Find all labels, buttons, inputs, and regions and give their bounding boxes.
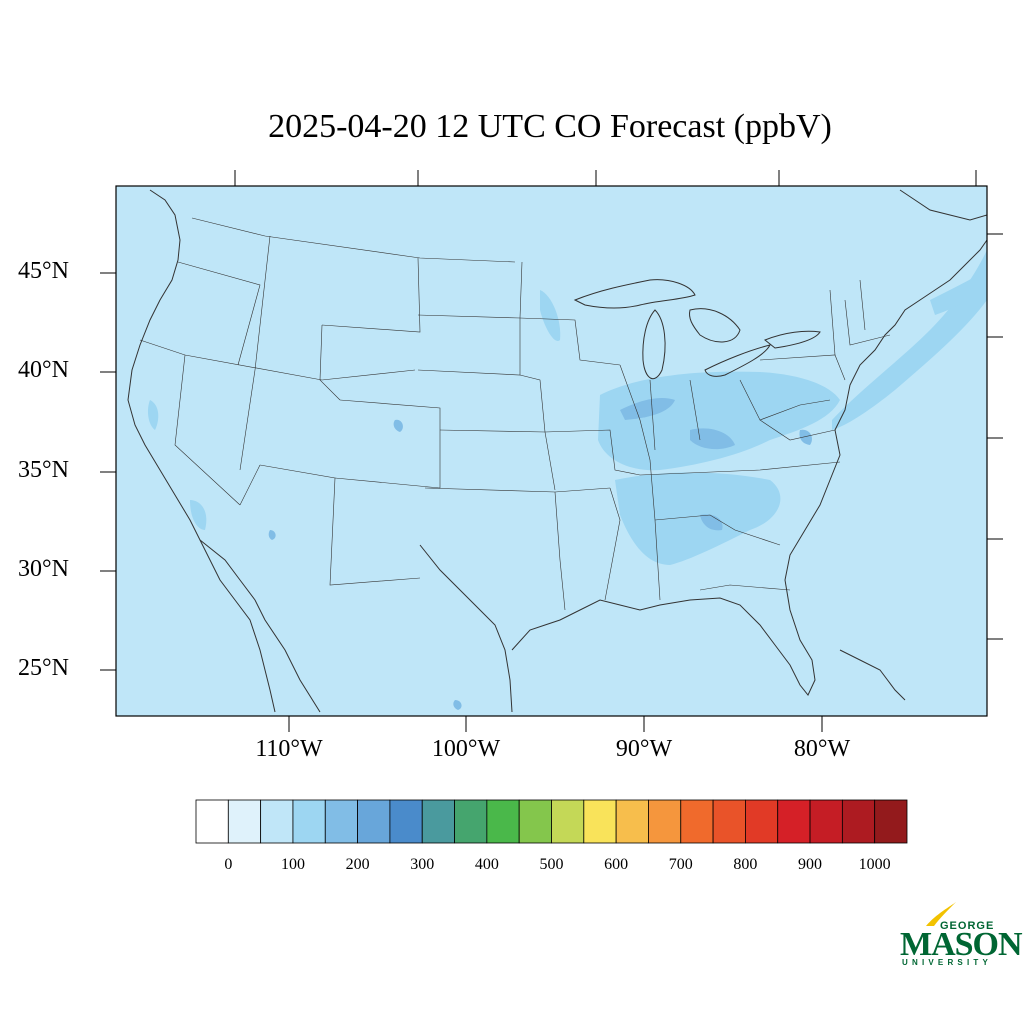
colorbar-tick-label: 500: [539, 856, 564, 873]
colorbar-tick-label: 800: [733, 856, 758, 873]
great-lakes: [573, 279, 821, 380]
map-frame: [115, 185, 988, 717]
logo-george: GEORGE: [940, 920, 995, 932]
plume-socal: [190, 500, 207, 530]
lat-label-45: 45°N: [18, 258, 69, 284]
colorbar-tick-label: 600: [604, 856, 629, 873]
coastlines: [127, 189, 987, 713]
lat-label-35: 35°N: [18, 457, 69, 483]
plume-maine: [930, 270, 987, 315]
colorbar-tick-label: 1000: [858, 856, 891, 873]
colorbar-tick-label: 700: [668, 856, 693, 873]
logo-mason: MASON: [900, 926, 1023, 963]
lon-label-80w: 80°W: [793, 736, 851, 762]
state-boundaries: [139, 217, 891, 611]
map-background: [116, 186, 987, 716]
colorbar-tick-label: 0: [224, 856, 233, 873]
lat-label-25: 25°N: [18, 655, 69, 681]
lon-label-90w: 90°W: [615, 736, 673, 762]
co-hotspots: [268, 398, 812, 710]
lat-label-40: 40°N: [18, 357, 69, 383]
plume-midwest: [540, 290, 561, 341]
colorbar-tick-label: 900: [798, 856, 823, 873]
colorbar-tick-label: 400: [474, 856, 499, 873]
colorbar-tick-label: 200: [345, 856, 370, 873]
colorbar-tick-label: 100: [280, 856, 305, 873]
map-title: 2025-04-20 12 UTC CO Forecast (ppbV): [268, 108, 832, 145]
plume-atlantic: [832, 250, 987, 430]
lon-label-110w: 110°W: [255, 736, 323, 762]
lon-label-100w: 100°W: [431, 736, 501, 762]
lat-label-30: 30°N: [18, 556, 69, 582]
gmu-logo: GEORGE MASON UNIVERSITY: [896, 900, 1023, 970]
logo-university: UNIVERSITY: [902, 958, 993, 967]
map-ticks: [100, 170, 1003, 732]
logo-swoosh-icon: [926, 902, 956, 926]
plume-ohio-valley: [598, 371, 840, 471]
plume-west-coast: [147, 400, 159, 430]
colorbar-tick-label: 300: [410, 856, 435, 873]
